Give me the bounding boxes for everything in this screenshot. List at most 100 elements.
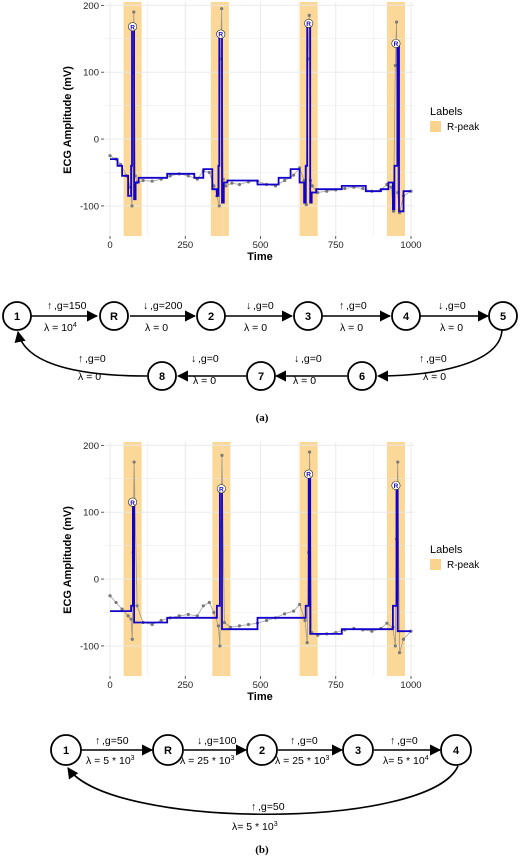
svg-text:,g=200: ,g=200 [150, 300, 183, 312]
node-3: 3 [342, 734, 374, 766]
node-6: 6 [347, 361, 377, 391]
svg-text:8: 8 [159, 371, 165, 383]
raw-signal-point [393, 63, 397, 68]
raw-signal-point [132, 10, 136, 14]
svg-text:,g=0: ,g=0 [346, 300, 367, 312]
edge-label-4-5: ↓ ,g=0 λ = 0 [438, 300, 466, 334]
svg-text:↑: ↑ [290, 735, 295, 747]
raw-signal-point [307, 450, 312, 454]
svg-text:R: R [110, 311, 118, 323]
rpeak-bands [123, 442, 405, 676]
edge-label-1-R: ↑ ,g=50 λ = 5 * 103 [86, 735, 135, 767]
raw-signal-point [228, 625, 233, 629]
rpeak-bands [123, 2, 405, 236]
svg-text:λ = 0: λ = 0 [293, 375, 316, 387]
svg-text:λ= 5 * 104: λ= 5 * 104 [383, 755, 429, 767]
x-axis-label: Time [247, 251, 272, 263]
rpeak-marker [391, 38, 401, 48]
x-tick-label: 500 [253, 680, 269, 691]
svg-text:↓: ↓ [191, 353, 196, 365]
edge-5-6 [376, 329, 503, 382]
svg-text:1: 1 [63, 745, 69, 757]
caption-a: (a) [256, 412, 269, 424]
svg-text:,g=0: ,g=0 [85, 353, 106, 365]
rpeak-marker [216, 29, 226, 39]
rpeak-marker-label: R [219, 486, 224, 493]
node-4: 4 [440, 734, 472, 766]
edge-label-R-2: ↓ ,g=100 λ = 25 * 103 [180, 735, 237, 767]
svg-text:,g=50: ,g=50 [102, 735, 129, 747]
fitted-step-line [110, 474, 411, 635]
rpeak-marker [128, 497, 138, 507]
rpeak-marker [391, 480, 401, 490]
x-tick-label: 1000 [400, 240, 421, 251]
svg-text:,g=0: ,g=0 [297, 735, 318, 747]
raw-signal-point [361, 186, 365, 191]
svg-text:3: 3 [305, 311, 311, 323]
svg-text:λ = 0: λ = 0 [244, 322, 267, 334]
x-tick-label: 750 [328, 240, 344, 251]
raw-signal-point [108, 154, 112, 158]
rpeak-marker [216, 484, 226, 494]
svg-text:2: 2 [259, 745, 265, 757]
raw-signal-point [298, 602, 302, 607]
raw-signal-point [394, 20, 399, 24]
y-axis-label: ECG Amplitude (mV) [62, 66, 74, 174]
raw-signal-point [207, 600, 211, 605]
x-axis-label: Time [247, 691, 272, 703]
chart-panel-b: R R R R 0 250 500 750 1000 -100 0 100 200 ECG Ampli… [62, 441, 480, 703]
raw-signal-point [401, 637, 406, 641]
edge-label-2-3: ↑ ,g=0 λ = 25 * 103 [275, 735, 330, 767]
svg-text:R: R [164, 745, 172, 757]
raw-signal-point [150, 179, 154, 183]
svg-text:λ = 0: λ = 0 [440, 322, 463, 334]
svg-text:↑: ↑ [251, 801, 256, 813]
rpeak-marker-label: R [130, 24, 135, 31]
node-1: 1 [2, 301, 32, 331]
gridlines [104, 2, 414, 236]
svg-text:λ = 25 * 103: λ = 25 * 103 [275, 755, 330, 767]
legend: Labels R-peak [430, 544, 480, 571]
svg-text:↓: ↓ [143, 300, 148, 312]
raw-signal-point [397, 651, 402, 655]
svg-text:λ = 5 * 103: λ = 5 * 103 [86, 755, 135, 767]
raw-signal-point [220, 7, 224, 11]
edge-8-1 [14, 330, 148, 377]
y-tick-label: 100 [83, 508, 99, 519]
raw-signal-point [186, 612, 190, 617]
svg-text:4: 4 [453, 745, 460, 757]
x-tick-label: 250 [177, 680, 193, 691]
svg-text:,g=150: ,g=150 [54, 300, 87, 312]
svg-text:λ = 0: λ = 0 [193, 375, 216, 387]
edge-label-R-2: ↓ ,g=200 λ = 0 [143, 300, 183, 334]
svg-text:↑: ↑ [339, 300, 344, 312]
raw-signal-line [109, 451, 412, 653]
node-3: 3 [293, 301, 323, 331]
svg-text:↓: ↓ [438, 300, 443, 312]
raw-signal-point [186, 174, 190, 178]
raw-signal-point [237, 182, 242, 187]
raw-signal-point [108, 594, 112, 598]
fitted-step-line [110, 23, 411, 213]
node-1: 1 [50, 734, 82, 766]
legend-title: Labels [430, 544, 463, 556]
raw-signal-point [130, 204, 134, 208]
edge-label-5-6: ↑ ,g=0 λ = 0 [419, 353, 447, 383]
rpeak-marker-label: R [218, 32, 223, 39]
rpeak-marker-label: R [306, 472, 311, 479]
node-2: 2 [196, 301, 226, 331]
raw-signal-point [304, 202, 308, 207]
raw-signal-point [130, 637, 134, 641]
legend-title: Labels [430, 106, 463, 118]
svg-text:↑: ↑ [390, 735, 395, 747]
svg-text:↓: ↓ [246, 300, 251, 312]
raw-signal-point [385, 621, 389, 625]
node-2: 2 [246, 734, 278, 766]
svg-text:λ = 25 * 103: λ = 25 * 103 [180, 755, 235, 767]
caption-b: (b) [255, 844, 269, 856]
y-axis-label: ECG Amplitude (mV) [62, 506, 74, 614]
node-R: R [152, 734, 184, 766]
node-8: 8 [147, 361, 177, 391]
svg-text:,g=0: ,g=0 [301, 353, 322, 365]
